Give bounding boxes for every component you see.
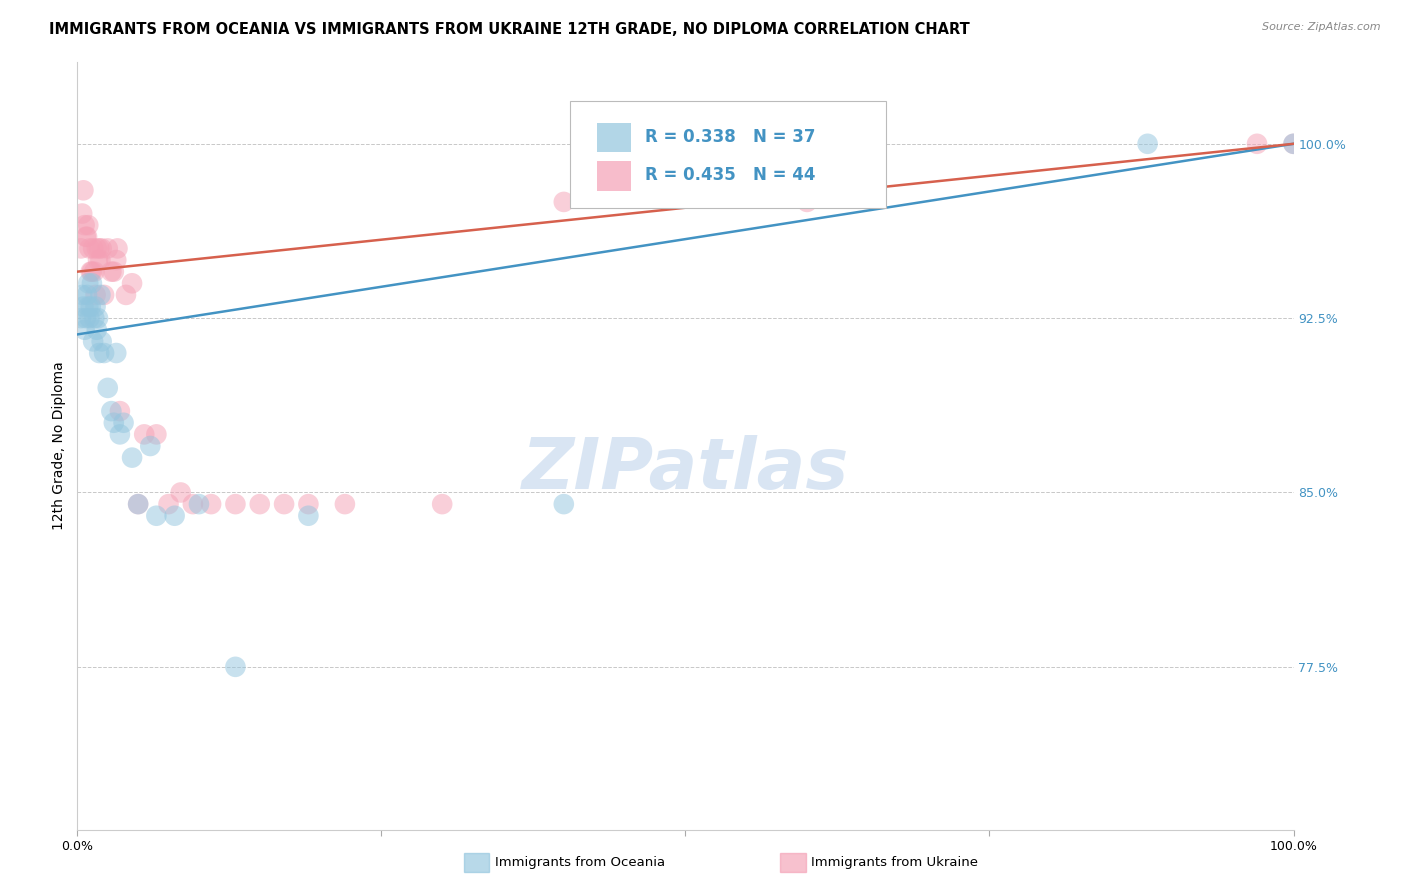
- Point: [84, 288, 107, 302]
- Point: [82, 334, 104, 349]
- Point: [80, 300, 103, 314]
- Point: [553, 194, 575, 209]
- Point: [87, 253, 110, 268]
- Point: [103, 265, 125, 279]
- Point: [145, 427, 167, 442]
- Point: [105, 253, 128, 268]
- Point: [72, 183, 94, 197]
- Text: ZIPatlas: ZIPatlas: [522, 434, 849, 503]
- Point: [108, 404, 131, 418]
- FancyBboxPatch shape: [569, 101, 886, 208]
- Point: [97, 241, 120, 255]
- Point: [157, 497, 180, 511]
- Point: [297, 497, 319, 511]
- Point: [89, 288, 111, 302]
- Point: [79, 311, 101, 326]
- Point: [1282, 136, 1305, 151]
- Point: [145, 508, 167, 523]
- Point: [86, 323, 108, 337]
- Point: [224, 660, 246, 674]
- Point: [90, 334, 112, 349]
- Point: [108, 427, 131, 442]
- Point: [100, 265, 122, 279]
- Point: [1136, 136, 1159, 151]
- Point: [70, 241, 93, 255]
- Point: [224, 497, 246, 511]
- Point: [273, 497, 295, 511]
- Point: [170, 485, 193, 500]
- Point: [89, 346, 111, 360]
- Point: [163, 508, 186, 523]
- Point: [83, 265, 105, 279]
- Point: [76, 229, 98, 244]
- Point: [1282, 136, 1305, 151]
- Point: [430, 497, 453, 511]
- Point: [70, 288, 93, 302]
- Point: [80, 265, 103, 279]
- FancyBboxPatch shape: [596, 123, 631, 153]
- Text: R = 0.338   N = 37: R = 0.338 N = 37: [645, 128, 815, 146]
- Point: [200, 497, 222, 511]
- Point: [249, 497, 271, 511]
- Point: [1246, 136, 1268, 151]
- Point: [796, 194, 818, 209]
- Point: [86, 241, 108, 255]
- Point: [139, 439, 162, 453]
- Point: [93, 288, 115, 302]
- Point: [77, 277, 100, 291]
- Point: [72, 300, 94, 314]
- Point: [121, 277, 143, 291]
- Point: [553, 497, 575, 511]
- Text: Source: ZipAtlas.com: Source: ZipAtlas.com: [1263, 22, 1381, 32]
- Point: [297, 508, 319, 523]
- Text: IMMIGRANTS FROM OCEANIA VS IMMIGRANTS FROM UKRAINE 12TH GRADE, NO DIPLOMA CORREL: IMMIGRANTS FROM OCEANIA VS IMMIGRANTS FR…: [49, 22, 970, 37]
- Point: [100, 404, 122, 418]
- Point: [107, 241, 129, 255]
- Point: [75, 311, 97, 326]
- Point: [76, 288, 98, 302]
- Point: [84, 300, 107, 314]
- Point: [77, 300, 100, 314]
- Point: [127, 497, 149, 511]
- Point: [90, 241, 112, 255]
- Point: [188, 497, 211, 511]
- Point: [80, 277, 103, 291]
- Text: Immigrants from Oceania: Immigrants from Oceania: [495, 856, 665, 869]
- Point: [93, 346, 115, 360]
- Text: Immigrants from Ukraine: Immigrants from Ukraine: [811, 856, 979, 869]
- Point: [70, 206, 93, 220]
- Point: [89, 253, 111, 268]
- Point: [181, 497, 204, 511]
- Text: R = 0.435   N = 44: R = 0.435 N = 44: [645, 166, 815, 185]
- Point: [79, 241, 101, 255]
- Point: [103, 416, 125, 430]
- Point: [77, 218, 100, 232]
- Y-axis label: 12th Grade, No Diploma: 12th Grade, No Diploma: [52, 361, 66, 531]
- Point: [121, 450, 143, 465]
- Point: [89, 241, 111, 255]
- FancyBboxPatch shape: [596, 161, 631, 191]
- Point: [127, 497, 149, 511]
- Point: [97, 381, 120, 395]
- Point: [73, 218, 96, 232]
- Point: [83, 311, 105, 326]
- Point: [134, 427, 156, 442]
- Point: [73, 323, 96, 337]
- Point: [82, 241, 104, 255]
- Point: [75, 229, 97, 244]
- Point: [112, 416, 135, 430]
- Point: [105, 346, 128, 360]
- Point: [80, 265, 103, 279]
- Point: [333, 497, 356, 511]
- Point: [70, 311, 93, 326]
- Point: [115, 288, 138, 302]
- Point: [87, 311, 110, 326]
